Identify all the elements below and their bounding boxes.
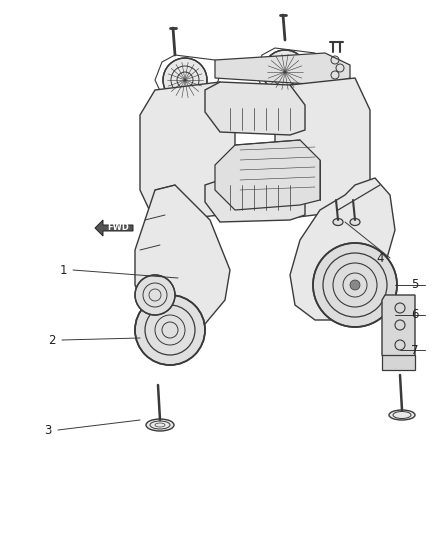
Text: 1: 1 [59, 263, 67, 277]
Ellipse shape [350, 219, 360, 225]
Polygon shape [290, 178, 395, 320]
Text: 3: 3 [44, 424, 52, 437]
Polygon shape [135, 185, 230, 335]
Ellipse shape [333, 219, 343, 225]
Text: 7: 7 [411, 343, 419, 357]
Text: 4: 4 [376, 252, 384, 264]
Polygon shape [95, 220, 133, 236]
Polygon shape [215, 53, 350, 85]
Text: 2: 2 [48, 334, 56, 346]
Ellipse shape [389, 410, 415, 420]
Polygon shape [382, 355, 415, 370]
Polygon shape [215, 140, 320, 210]
Circle shape [135, 275, 175, 315]
Circle shape [350, 280, 360, 290]
Text: FWD: FWD [107, 223, 129, 232]
Circle shape [163, 58, 207, 102]
Ellipse shape [146, 419, 174, 431]
Circle shape [263, 50, 307, 94]
Polygon shape [140, 82, 235, 222]
Polygon shape [275, 78, 370, 218]
Text: 6: 6 [411, 309, 419, 321]
Polygon shape [205, 178, 305, 222]
Circle shape [313, 243, 397, 327]
Circle shape [135, 295, 205, 365]
Polygon shape [205, 82, 305, 135]
Text: 5: 5 [411, 279, 419, 292]
Polygon shape [382, 295, 415, 360]
